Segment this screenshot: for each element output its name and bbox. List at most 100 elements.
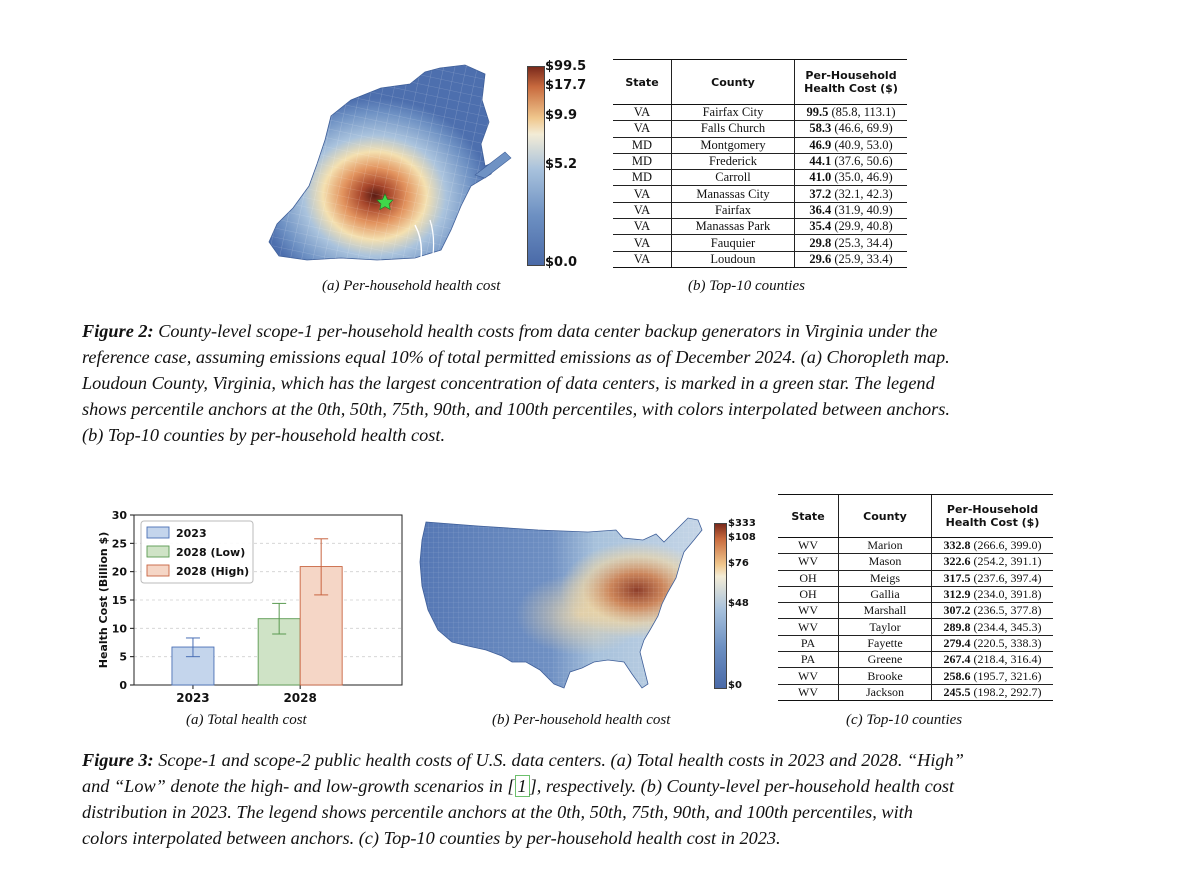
table-row: WV Brooke 258.6 (195.7, 321.6) xyxy=(778,667,1053,685)
cost-value: 46.9 xyxy=(809,137,832,152)
subcaption-label: (b) xyxy=(492,712,510,728)
fig3-colorbar xyxy=(714,523,727,689)
cost-value: 44.1 xyxy=(809,154,832,169)
county-cell: Jackson xyxy=(838,684,932,700)
county-cell: Marshall xyxy=(838,602,932,620)
county-cell: Falls Church xyxy=(671,120,795,138)
legend-swatch xyxy=(146,564,170,577)
state-cell: WV xyxy=(778,684,839,700)
y-tick-label: 15 xyxy=(112,594,127,607)
cost-range: (25.9, 33.4) xyxy=(834,251,893,266)
cost-cell: 312.9 (234.0, 391.8) xyxy=(931,586,1053,604)
table-row: PA Fayette 279.4 (220.5, 338.3) xyxy=(778,635,1053,653)
cost-range: (218.4, 316.4) xyxy=(973,652,1042,667)
cost-cell: 29.6 (25.9, 33.4) xyxy=(795,251,908,267)
fig2-top10-table: State County Per-Household Health Cost (… xyxy=(613,60,907,267)
state-cell: OH xyxy=(778,570,839,587)
fig3-legend-tick: $48 xyxy=(728,598,749,609)
fig3-legend-tick: $0 xyxy=(728,680,742,691)
cost-cell: 44.1 (37.6, 50.6) xyxy=(794,153,907,171)
cost-cell: 41.0 (35.0, 46.9) xyxy=(794,169,907,187)
state-cell: OH xyxy=(778,586,839,604)
county-cell: Taylor xyxy=(838,618,932,636)
county-cell: Greene xyxy=(838,651,932,669)
col-county-header: County xyxy=(671,60,795,105)
table-row: VA Manassas City 37.2 (32.1, 42.3) xyxy=(613,185,907,203)
table-row: VA Fauquier 29.8 (25.3, 34.4) xyxy=(613,234,907,252)
table-row: VA Fairfax City 99.5 (85.8, 113.1) xyxy=(613,104,907,122)
county-cell: Frederick xyxy=(671,153,795,171)
y-tick-label: 30 xyxy=(112,509,128,522)
fig2-legend-tick: $5.2 xyxy=(545,157,578,172)
state-cell: MD xyxy=(613,137,672,154)
fig2-subcaption-a: (a) Per-household health cost xyxy=(322,278,500,295)
cost-cell: 99.5 (85.8, 113.1) xyxy=(794,104,907,122)
cost-cell: 258.6 (195.7, 321.6) xyxy=(931,667,1053,685)
table-row: VA Manassas Park 35.4 (29.9, 40.8) xyxy=(613,218,907,236)
y-tick-label: 10 xyxy=(112,622,128,635)
caption-line: (b) Top-10 counties by per-household hea… xyxy=(82,425,446,445)
table-row: OH Gallia 312.9 (234.0, 391.8) xyxy=(778,586,1053,604)
fig3-subcaption-a: (a) Total health cost xyxy=(186,712,307,729)
cost-cell: 332.8 (266.6, 399.0) xyxy=(931,537,1053,555)
x-tick-label: 2028 xyxy=(283,691,316,705)
subcaption-text: Top-10 counties xyxy=(709,278,805,294)
subcaption-label: (b) xyxy=(688,278,706,294)
cost-range: (198.2, 292.7) xyxy=(973,684,1042,699)
cost-value: 35.4 xyxy=(809,219,832,234)
cost-cell: 289.8 (234.4, 345.3) xyxy=(931,618,1053,636)
fig3-subcaption-b: (b) Per-household health cost xyxy=(492,712,670,729)
cost-value: 41.0 xyxy=(809,170,832,185)
caption-line: reference case, assuming emissions equal… xyxy=(82,347,950,367)
county-cell: Fayette xyxy=(838,635,932,653)
subcaption-text: Per-household health cost xyxy=(513,712,671,728)
county-cell: Carroll xyxy=(671,169,795,187)
subcaption-label: (a) xyxy=(186,712,204,728)
cost-cell: 37.2 (32.1, 42.3) xyxy=(794,185,907,203)
col-cost-header: Per-Household Health Cost ($) xyxy=(794,60,907,105)
fig3-legend-tick: $76 xyxy=(728,558,749,569)
cost-cell: 36.4 (31.9, 40.9) xyxy=(794,202,907,220)
table-row: MD Montgomery 46.9 (40.9, 53.0) xyxy=(613,137,907,154)
x-tick-label: 2023 xyxy=(176,691,209,705)
fig3-us-map xyxy=(418,512,714,698)
fig3-top10-table: State County Per-Household Health Cost (… xyxy=(778,495,1053,700)
cost-value: 58.3 xyxy=(809,121,832,136)
table-row: VA Loudoun 29.6 (25.9, 33.4) xyxy=(613,251,907,267)
fig2-colorbar xyxy=(527,66,545,266)
county-cell: Brooke xyxy=(838,667,932,685)
caption-line-part: ], respectively. (b) County-level per-ho… xyxy=(529,776,955,796)
county-cell: Loudoun xyxy=(671,251,795,267)
y-tick-label: 0 xyxy=(119,679,127,692)
cost-range: (25.3, 34.4) xyxy=(834,235,893,250)
state-cell: VA xyxy=(613,185,672,203)
cost-cell: 46.9 (40.9, 53.0) xyxy=(794,137,907,154)
cost-range: (85.8, 113.1) xyxy=(831,105,896,120)
cost-range: (32.1, 42.3) xyxy=(834,186,893,201)
cost-cell: 245.5 (198.2, 292.7) xyxy=(932,684,1054,700)
state-cell: MD xyxy=(613,169,672,187)
cost-value: 289.8 xyxy=(943,619,971,634)
fig2-caption: Figure 2: County-level scope-1 per-house… xyxy=(82,318,1092,448)
caption-line-part: and “Low” denote the high- and low-growt… xyxy=(82,776,515,796)
state-cell: VA xyxy=(613,104,672,122)
fig2-legend-tick: $99.5 xyxy=(545,59,587,74)
fig2-map xyxy=(265,60,515,270)
cost-value: 258.6 xyxy=(943,668,971,683)
fig3-us-choropleth xyxy=(419,517,703,689)
citation-link[interactable]: 1 xyxy=(514,775,530,797)
table-row: WV Marion 332.8 (266.6, 399.0) xyxy=(778,537,1053,555)
fig3-legend-tick: $333 xyxy=(728,518,756,529)
county-cell: Manassas Park xyxy=(671,218,795,236)
cost-header-line2: Health Cost ($) xyxy=(804,82,898,95)
cost-value: 322.6 xyxy=(943,554,971,569)
legend-label: 2028 (Low) xyxy=(176,546,245,559)
y-tick-label: 20 xyxy=(112,566,128,579)
cost-range: (234.4, 345.3) xyxy=(973,619,1042,634)
table-row: VA Fairfax 36.4 (31.9, 40.9) xyxy=(613,202,907,220)
table-row: MD Frederick 44.1 (37.6, 50.6) xyxy=(613,153,907,171)
subcaption-label: (a) xyxy=(322,278,340,294)
cost-value: 332.8 xyxy=(943,538,971,553)
state-cell: VA xyxy=(613,234,672,252)
